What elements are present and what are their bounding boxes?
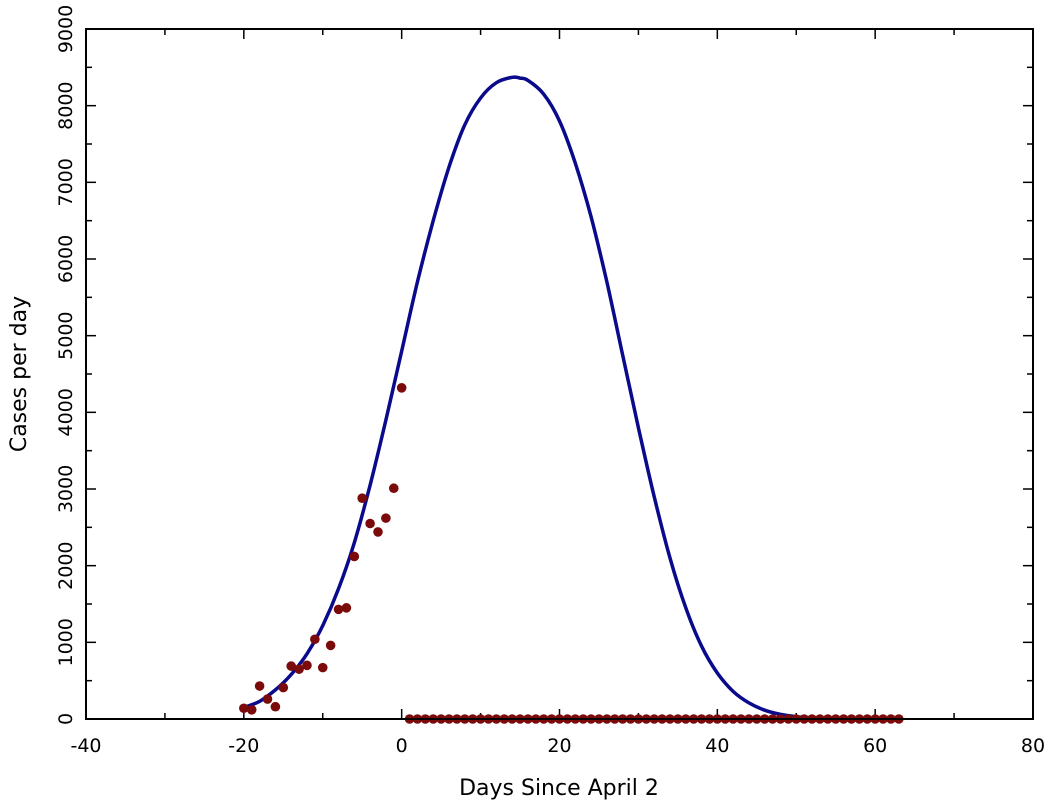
data-point bbox=[262, 694, 273, 704]
y-tick-label: 3000 bbox=[55, 465, 77, 513]
data-point bbox=[302, 660, 312, 671]
y-tick-label: 0 bbox=[55, 713, 77, 725]
fit-curve bbox=[242, 75, 901, 721]
y-tick-label: 5000 bbox=[55, 311, 77, 359]
y-tick-label: 9000 bbox=[55, 5, 77, 53]
data-point bbox=[246, 705, 257, 715]
y-tick-label: 4000 bbox=[55, 388, 77, 436]
data-point bbox=[341, 603, 352, 613]
data-point bbox=[357, 493, 368, 504]
y-axis-title: Cases per day bbox=[7, 296, 32, 452]
data-point bbox=[365, 518, 375, 529]
x-tick-label: 40 bbox=[705, 735, 729, 757]
data-point bbox=[317, 662, 328, 673]
data-point bbox=[349, 551, 360, 562]
data-point bbox=[286, 661, 296, 671]
data-point bbox=[278, 682, 289, 693]
data-point bbox=[381, 513, 391, 523]
data-point bbox=[388, 483, 399, 494]
data-point bbox=[294, 664, 304, 674]
plot-frame bbox=[85, 28, 1034, 720]
y-tick-label: 8000 bbox=[55, 81, 77, 129]
x-tick-label: -20 bbox=[228, 735, 259, 757]
y-tick-label: 7000 bbox=[55, 158, 77, 206]
axis-ticks bbox=[85, 28, 1034, 720]
x-tick-label: 0 bbox=[396, 735, 408, 757]
x-tick-label: -40 bbox=[70, 735, 101, 757]
y-tick-labels: 0 1000 2000 3000 4000 5000 6000 7000 8000 9000 bbox=[55, 5, 77, 725]
data-point bbox=[310, 634, 320, 645]
x-tick-label: 80 bbox=[1021, 735, 1045, 757]
data-point bbox=[325, 640, 336, 651]
y-tick-label: 1000 bbox=[55, 618, 77, 666]
data-point bbox=[333, 604, 344, 615]
data-point bbox=[254, 681, 265, 691]
data-point bbox=[270, 701, 281, 712]
data-point bbox=[396, 383, 407, 393]
x-tick-label: 60 bbox=[863, 735, 887, 757]
x-axis-title: Days Since April 2 bbox=[459, 776, 659, 801]
data-point bbox=[373, 527, 383, 537]
y-tick-label: 2000 bbox=[55, 541, 77, 589]
x-tick-labels: -40 -20 0 20 40 60 80 bbox=[70, 735, 1045, 757]
data-point bbox=[239, 703, 249, 714]
data-marks bbox=[239, 75, 904, 724]
y-tick-label: 6000 bbox=[55, 235, 77, 283]
x-tick-label: 20 bbox=[547, 735, 571, 757]
